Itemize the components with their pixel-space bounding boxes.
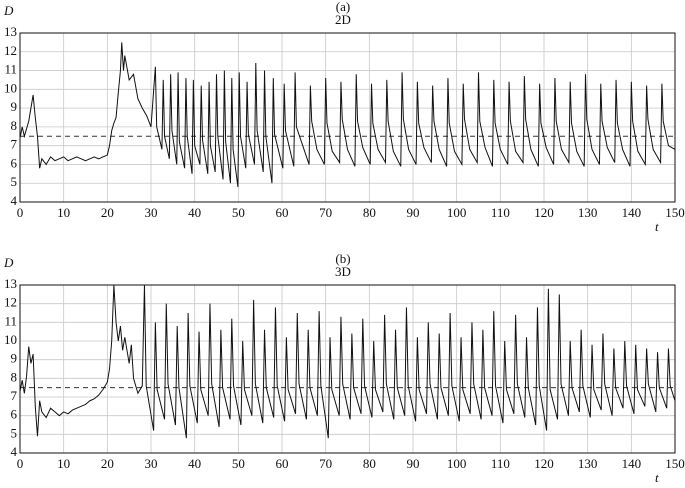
y-tick-label: 13 bbox=[4, 276, 17, 291]
y-axis-label: D bbox=[3, 3, 14, 18]
x-tick-label: 40 bbox=[188, 205, 201, 220]
x-tick-label: 100 bbox=[447, 205, 467, 220]
y-tick-label: 6 bbox=[11, 155, 18, 170]
data-line bbox=[19, 284, 676, 439]
x-axis-label: t bbox=[655, 470, 659, 485]
x-tick-label: 110 bbox=[491, 205, 510, 220]
y-tick-label: 9 bbox=[11, 351, 18, 366]
x-tick-label: 90 bbox=[407, 205, 420, 220]
x-tick-label: 60 bbox=[276, 456, 289, 471]
y-tick-label: 7 bbox=[11, 388, 18, 403]
x-tick-label: 70 bbox=[319, 456, 332, 471]
x-tick-label: 20 bbox=[101, 205, 114, 220]
y-tick-label: 6 bbox=[11, 407, 18, 422]
x-tick-label: 50 bbox=[232, 205, 245, 220]
y-axis-label: D bbox=[3, 255, 14, 270]
y-tick-label: 4 bbox=[11, 193, 18, 208]
x-tick-label: 140 bbox=[622, 205, 642, 220]
x-tick-label: 150 bbox=[665, 205, 685, 220]
x-tick-label: 90 bbox=[407, 456, 420, 471]
x-tick-label: 20 bbox=[101, 456, 114, 471]
x-tick-label: 130 bbox=[578, 205, 598, 220]
y-tick-label: 10 bbox=[4, 80, 17, 95]
x-tick-label: 10 bbox=[57, 205, 70, 220]
y-tick-label: 12 bbox=[4, 43, 17, 58]
y-tick-label: 10 bbox=[4, 332, 17, 347]
x-axis-label: t bbox=[655, 219, 659, 234]
y-tick-label: 5 bbox=[11, 174, 18, 189]
x-tick-label: 130 bbox=[578, 456, 598, 471]
y-tick-label: 4 bbox=[11, 444, 18, 459]
x-tick-label: 30 bbox=[145, 205, 158, 220]
y-tick-label: 5 bbox=[11, 425, 18, 440]
y-tick-label: 9 bbox=[11, 99, 18, 114]
x-tick-label: 80 bbox=[363, 205, 376, 220]
chart-title: (a) bbox=[336, 0, 350, 14]
x-tick-label: 120 bbox=[534, 456, 554, 471]
chart-title: (b) bbox=[335, 251, 350, 266]
y-tick-label: 8 bbox=[11, 369, 18, 384]
x-tick-label: 0 bbox=[17, 456, 24, 471]
y-tick-label: 13 bbox=[4, 24, 17, 39]
x-tick-label: 100 bbox=[447, 456, 467, 471]
data-line bbox=[19, 42, 676, 188]
x-tick-label: 50 bbox=[232, 456, 245, 471]
x-tick-label: 60 bbox=[276, 205, 289, 220]
y-tick-label: 12 bbox=[4, 295, 17, 310]
chart-subtitle: 2D bbox=[335, 12, 351, 27]
plot-frame bbox=[19, 284, 676, 454]
x-tick-label: 140 bbox=[622, 456, 642, 471]
x-tick-label: 10 bbox=[57, 456, 70, 471]
y-tick-label: 11 bbox=[4, 62, 17, 77]
x-tick-label: 120 bbox=[534, 205, 554, 220]
x-tick-label: 0 bbox=[17, 205, 24, 220]
y-tick-label: 8 bbox=[11, 118, 18, 133]
chart-subtitle: 3D bbox=[335, 264, 351, 279]
plot-frame bbox=[19, 32, 676, 203]
y-tick-label: 11 bbox=[4, 313, 17, 328]
x-tick-label: 80 bbox=[363, 456, 376, 471]
x-tick-label: 40 bbox=[188, 456, 201, 471]
x-tick-label: 30 bbox=[145, 456, 158, 471]
x-tick-label: 70 bbox=[319, 205, 332, 220]
x-tick-label: 150 bbox=[665, 456, 685, 471]
y-tick-label: 7 bbox=[11, 137, 18, 152]
x-tick-label: 110 bbox=[491, 456, 510, 471]
